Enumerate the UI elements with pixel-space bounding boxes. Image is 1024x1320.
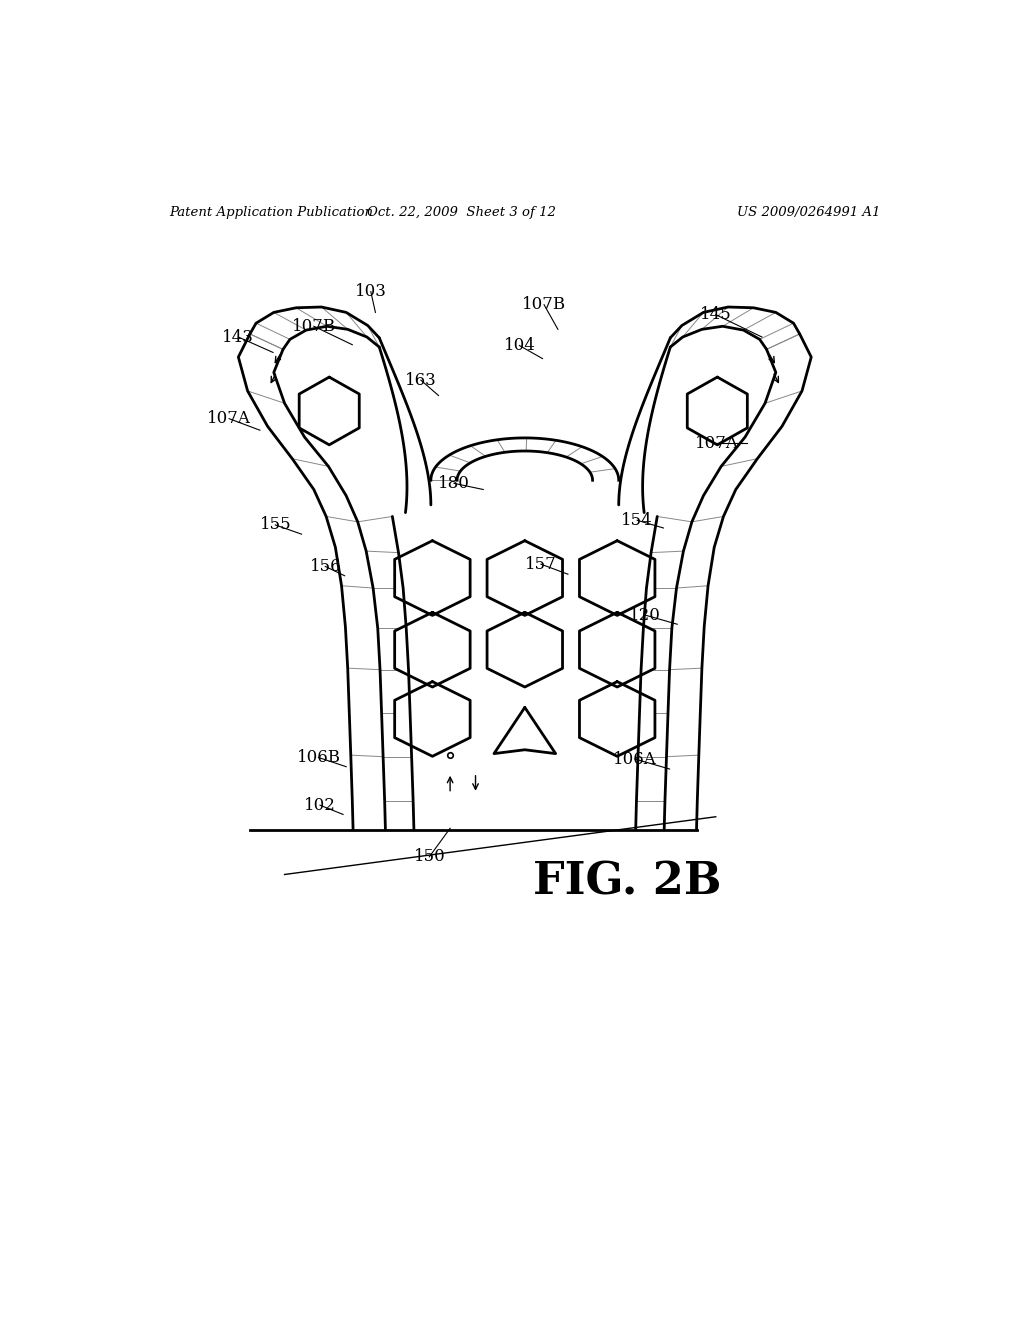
Text: 103: 103 <box>355 282 387 300</box>
Text: Oct. 22, 2009  Sheet 3 of 12: Oct. 22, 2009 Sheet 3 of 12 <box>368 206 556 219</box>
Text: 107B: 107B <box>292 318 336 335</box>
Text: 163: 163 <box>404 372 436 388</box>
Text: FIG. 2B: FIG. 2B <box>532 861 722 904</box>
Text: 156: 156 <box>309 558 341 576</box>
Text: 145: 145 <box>699 306 731 323</box>
Text: 106A: 106A <box>613 751 656 767</box>
Text: Patent Application Publication: Patent Application Publication <box>169 206 373 219</box>
Polygon shape <box>394 681 470 756</box>
Text: 155: 155 <box>259 516 291 533</box>
Text: 107A: 107A <box>207 411 251 428</box>
Polygon shape <box>580 541 655 615</box>
Text: 120: 120 <box>629 606 660 623</box>
Polygon shape <box>580 681 655 756</box>
Polygon shape <box>299 378 359 445</box>
Polygon shape <box>580 612 655 686</box>
Text: US 2009/0264991 A1: US 2009/0264991 A1 <box>737 206 881 219</box>
Polygon shape <box>494 708 556 754</box>
Text: 157: 157 <box>525 556 557 573</box>
Text: 107A: 107A <box>695 434 739 451</box>
Text: 143: 143 <box>222 329 254 346</box>
Text: 106B: 106B <box>296 748 340 766</box>
Polygon shape <box>487 612 562 686</box>
Polygon shape <box>394 612 470 686</box>
Text: 104: 104 <box>504 337 536 354</box>
Text: 107B: 107B <box>522 296 566 313</box>
Text: 150: 150 <box>414 849 445 866</box>
Polygon shape <box>487 541 562 615</box>
Polygon shape <box>687 378 748 445</box>
Polygon shape <box>394 541 470 615</box>
Text: 102: 102 <box>304 797 336 813</box>
Text: 180: 180 <box>438 475 470 492</box>
Text: 154: 154 <box>622 512 653 529</box>
